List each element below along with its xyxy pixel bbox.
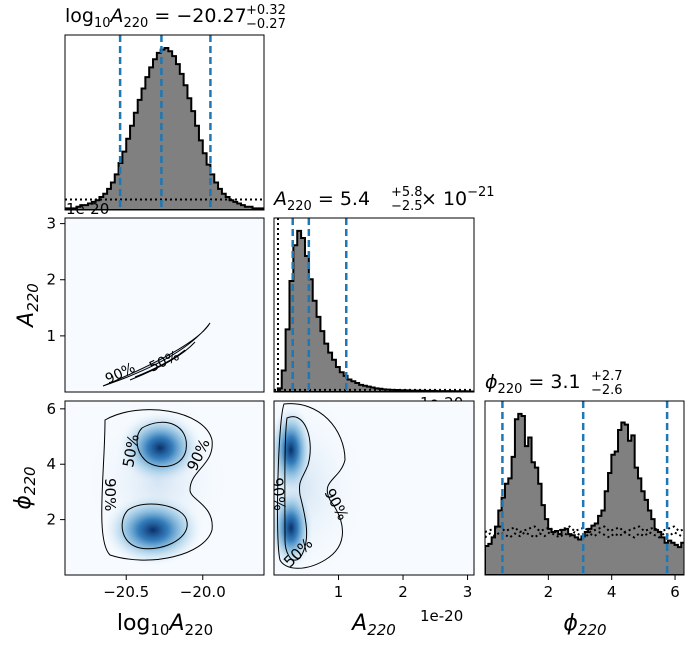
x-tick-label: 2 bbox=[398, 583, 408, 601]
panel-hist-logA: log10A220 = −20.27 +0.32 −0.27 bbox=[64, 3, 286, 211]
x-tick-label: 1 bbox=[334, 583, 344, 601]
offset-text-A-bottom: 1e-20 bbox=[420, 607, 463, 625]
title-logA-minus: −0.27 bbox=[246, 17, 286, 32]
title-phi-plus: +2.7 bbox=[591, 369, 623, 384]
y-tick-label: 3 bbox=[46, 215, 56, 233]
ylabel-A: A220 bbox=[14, 283, 42, 329]
title-A-minus: −2.5 bbox=[391, 199, 423, 214]
x-tick-label: 4 bbox=[607, 583, 617, 601]
y-tick-label: 6 bbox=[46, 400, 56, 418]
x-tick-label: −20.5 bbox=[103, 583, 149, 601]
title-A-suffix: × 10−21 bbox=[421, 185, 495, 210]
yticks-A-left: 1 2 3 bbox=[46, 215, 65, 345]
y-tick-label: 4 bbox=[46, 455, 56, 473]
quantile-lines-A bbox=[291, 218, 348, 392]
xticks-logA: −20.5 −20.0 bbox=[103, 575, 226, 601]
title-logA-plus: +0.32 bbox=[246, 3, 286, 18]
xlabel-A: A220 bbox=[350, 611, 396, 639]
prior-line-phi bbox=[485, 525, 684, 534]
title-A-plus: +5.8 bbox=[391, 185, 423, 200]
contour-label-90-d: 90% bbox=[268, 477, 289, 512]
x-tick-label: −20.0 bbox=[180, 583, 226, 601]
offset-text-A-left: 1e-20 bbox=[66, 200, 109, 218]
quantile-lines-phi bbox=[501, 401, 669, 575]
contour-label-90-c: 90% bbox=[101, 478, 119, 511]
y-tick-label: 2 bbox=[46, 271, 56, 289]
xticks-phi: 2 4 6 bbox=[544, 575, 680, 601]
hist-A-bars bbox=[274, 229, 474, 392]
title-A: A220 = 5.4 bbox=[272, 188, 370, 214]
x-tick-label: 6 bbox=[670, 583, 680, 601]
hist-phi-bars bbox=[485, 412, 684, 575]
x-tick-label: 3 bbox=[463, 583, 473, 601]
ylabel-phi: ϕ220 bbox=[11, 466, 39, 509]
panel-phi-vs-logA: 50% 90% 90% 246 −20.5 −20.0 ϕ220 log10A22… bbox=[11, 400, 265, 639]
contour-label-50-b: 50% bbox=[119, 433, 143, 469]
panel-A-vs-logA: 90% 50% 1e-20 123 A220 bbox=[14, 200, 265, 393]
xlabel-phi: ϕ220 bbox=[563, 611, 606, 639]
title-phi-minus: −2.6 bbox=[591, 383, 623, 398]
xlabel-logA: log10A220 bbox=[117, 611, 213, 639]
prior-line-phi-alt bbox=[485, 531, 684, 539]
y-tick-label: 2 bbox=[46, 511, 56, 529]
xticks-A: 1 2 3 bbox=[334, 575, 473, 601]
panel-hist-A: A220 = 5.4 +5.8 −2.5 × 10−21 1e-20 bbox=[272, 185, 495, 412]
quantile-lines-logA bbox=[118, 35, 212, 210]
title-phi: ϕ220 = 3.1 bbox=[485, 371, 581, 397]
y-tick-label: 1 bbox=[46, 327, 56, 345]
x-tick-label: 2 bbox=[544, 583, 554, 601]
yticks-phi-left: 2 4 6 bbox=[46, 400, 65, 529]
hist-logA-bars bbox=[65, 46, 264, 210]
panel-hist-phi: ϕ220 = 3.1 +2.7 −2.6 2 4 6 ϕ220 bbox=[484, 369, 685, 639]
title-logA: log10A220 = −20.27 bbox=[65, 5, 247, 31]
